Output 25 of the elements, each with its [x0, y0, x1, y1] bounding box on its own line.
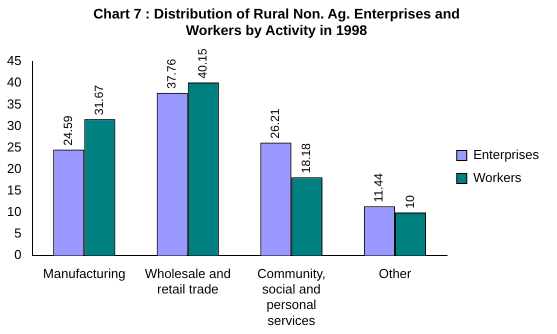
- y-tick-label: 45: [6, 53, 22, 68]
- data-label: 37.76: [164, 58, 179, 89]
- y-tick-label: 0: [14, 247, 22, 262]
- data-label: 40.15: [196, 48, 210, 79]
- data-label: 31.67: [92, 84, 106, 116]
- data-label: 26.21: [268, 108, 282, 139]
- legend-label: Enterprises: [473, 147, 540, 162]
- x-tick-label: Manufacturing: [43, 266, 126, 281]
- y-tick-label: 40: [6, 74, 22, 90]
- data-label: 24.59: [61, 115, 76, 146]
- x-tick-label: Other: [378, 266, 412, 281]
- y-tick-label: 35: [6, 96, 22, 112]
- y-tick-label: 30: [6, 118, 22, 133]
- chart-title: Chart 7 : Distribution of Rural Non. Ag. Enterprises and Workers by Activity in 1998: [93, 5, 460, 38]
- data-label: 18.18: [299, 142, 314, 174]
- x-tick-label: Community, social and personal services: [257, 266, 326, 328]
- data-label: 10: [402, 194, 417, 208]
- y-tick-label: 10: [6, 204, 22, 220]
- data-label: 11.44: [372, 172, 386, 202]
- y-tick-label: 15: [6, 182, 22, 198]
- x-tick-label: Wholesale and retail trade: [144, 266, 231, 297]
- y-tick-label: 5: [14, 226, 22, 241]
- y-tick-label: 20: [6, 160, 22, 176]
- y-tick-label: 25: [6, 139, 22, 154]
- legend-label: Workers: [473, 170, 522, 186]
